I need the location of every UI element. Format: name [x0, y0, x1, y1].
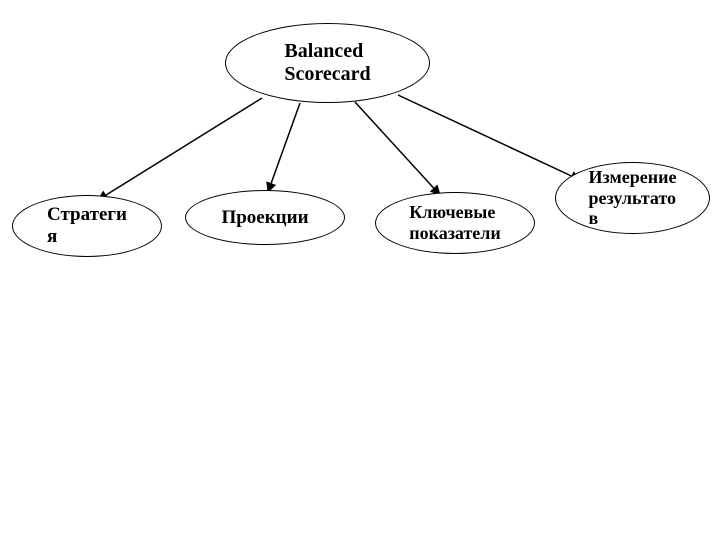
node-kpi-label: Ключевые показатели	[403, 202, 507, 243]
node-projections: Проекции	[185, 190, 345, 245]
node-strategy: Стратеги я	[12, 195, 162, 257]
edge-root-n4	[398, 95, 580, 180]
node-projections-label: Проекции	[215, 207, 314, 229]
edge-root-n2	[268, 103, 300, 192]
node-root: Balanced Scorecard	[225, 23, 430, 103]
edge-root-n1	[98, 98, 262, 200]
edge-root-n3	[355, 102, 440, 195]
node-kpi: Ключевые показатели	[375, 192, 535, 254]
node-measurement: Измерение результато в	[555, 162, 710, 234]
node-root-label: Balanced Scorecard	[278, 40, 376, 86]
node-measurement-label: Измерение результато в	[583, 167, 683, 229]
node-strategy-label: Стратеги я	[41, 204, 133, 248]
